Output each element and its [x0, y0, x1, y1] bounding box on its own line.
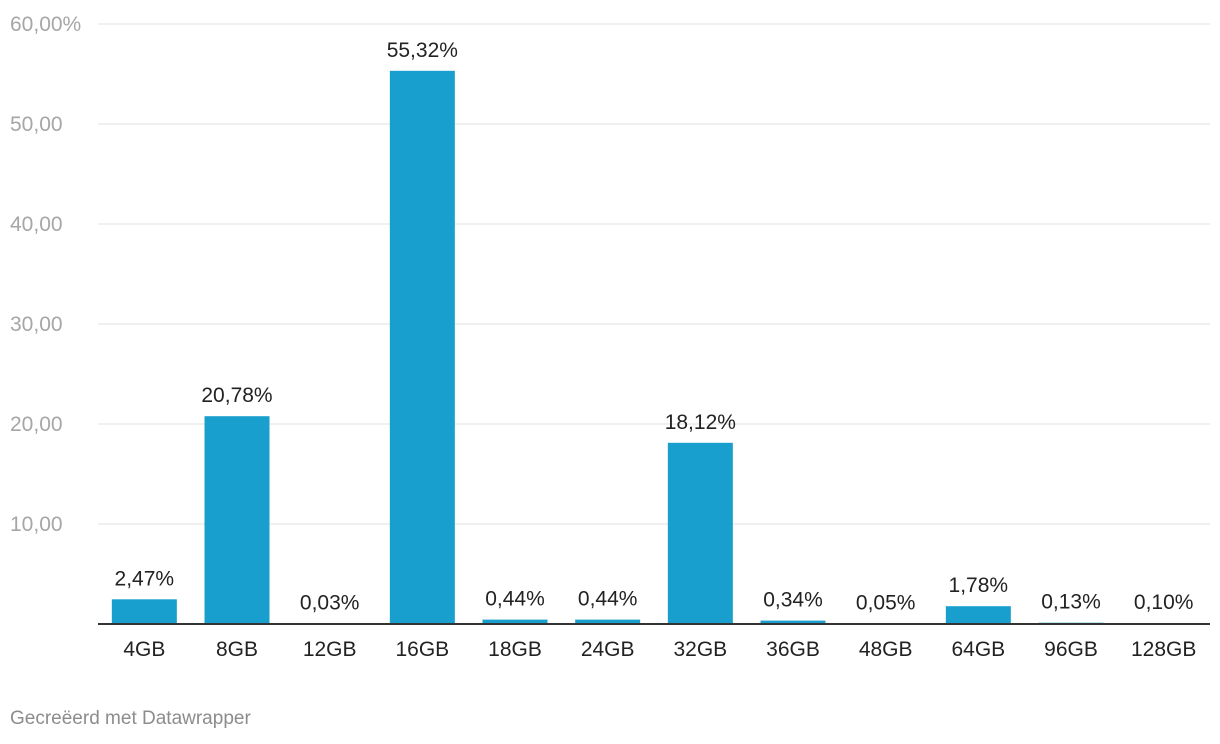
- bar: [760, 620, 826, 624]
- x-tick-label: 48GB: [859, 638, 913, 661]
- x-tick-label: 18GB: [488, 638, 542, 661]
- footer-credit: Gecreëerd met Datawrapper: [10, 708, 251, 729]
- gridlines: [98, 23, 1210, 525]
- x-tick-label: 4GB: [123, 638, 165, 661]
- data-label: 0,10%: [1134, 591, 1194, 614]
- x-tick-label: 128GB: [1131, 638, 1196, 661]
- data-label: 0,44%: [485, 588, 545, 611]
- data-label: 18,12%: [665, 411, 736, 434]
- bar: [667, 442, 733, 624]
- y-tick-label: 40,00: [10, 213, 63, 236]
- y-tick-label: 50,00: [10, 113, 63, 136]
- x-tick-label: 32GB: [673, 638, 727, 661]
- y-tick-label: 20,00: [10, 413, 63, 436]
- y-tick-label: 10,00: [10, 513, 63, 536]
- bar: [945, 606, 1011, 624]
- data-label: 1,78%: [949, 574, 1009, 597]
- labels: 10,00 20,00 30,00 40,00 50,00 60,00% 2,47% 4GB 2…: [10, 13, 1196, 661]
- data-label: 0,34%: [763, 589, 823, 612]
- data-label: 0,05%: [856, 592, 916, 615]
- x-tick-label: 12GB: [303, 638, 357, 661]
- data-label: 2,47%: [115, 567, 175, 590]
- x-tick-label: 64GB: [951, 638, 1005, 661]
- x-tick-label: 16GB: [395, 638, 449, 661]
- x-tick-label: 96GB: [1044, 638, 1098, 661]
- bar: [389, 70, 455, 625]
- x-tick-label: 8GB: [216, 638, 258, 661]
- data-label: 0,13%: [1041, 591, 1101, 614]
- y-tick-label: 60,00%: [10, 13, 81, 36]
- bar: [482, 619, 548, 624]
- data-label: 0,03%: [300, 592, 360, 615]
- data-label: 0,44%: [578, 588, 638, 611]
- bars: [111, 70, 1197, 625]
- data-label: 55,32%: [387, 39, 458, 62]
- bar: [111, 599, 177, 624]
- data-label: 20,78%: [201, 384, 272, 407]
- x-tick-label: 36GB: [766, 638, 820, 661]
- bar: [204, 416, 270, 624]
- y-tick-label: 30,00: [10, 313, 63, 336]
- x-tick-label: 24GB: [581, 638, 635, 661]
- bar: [575, 619, 641, 624]
